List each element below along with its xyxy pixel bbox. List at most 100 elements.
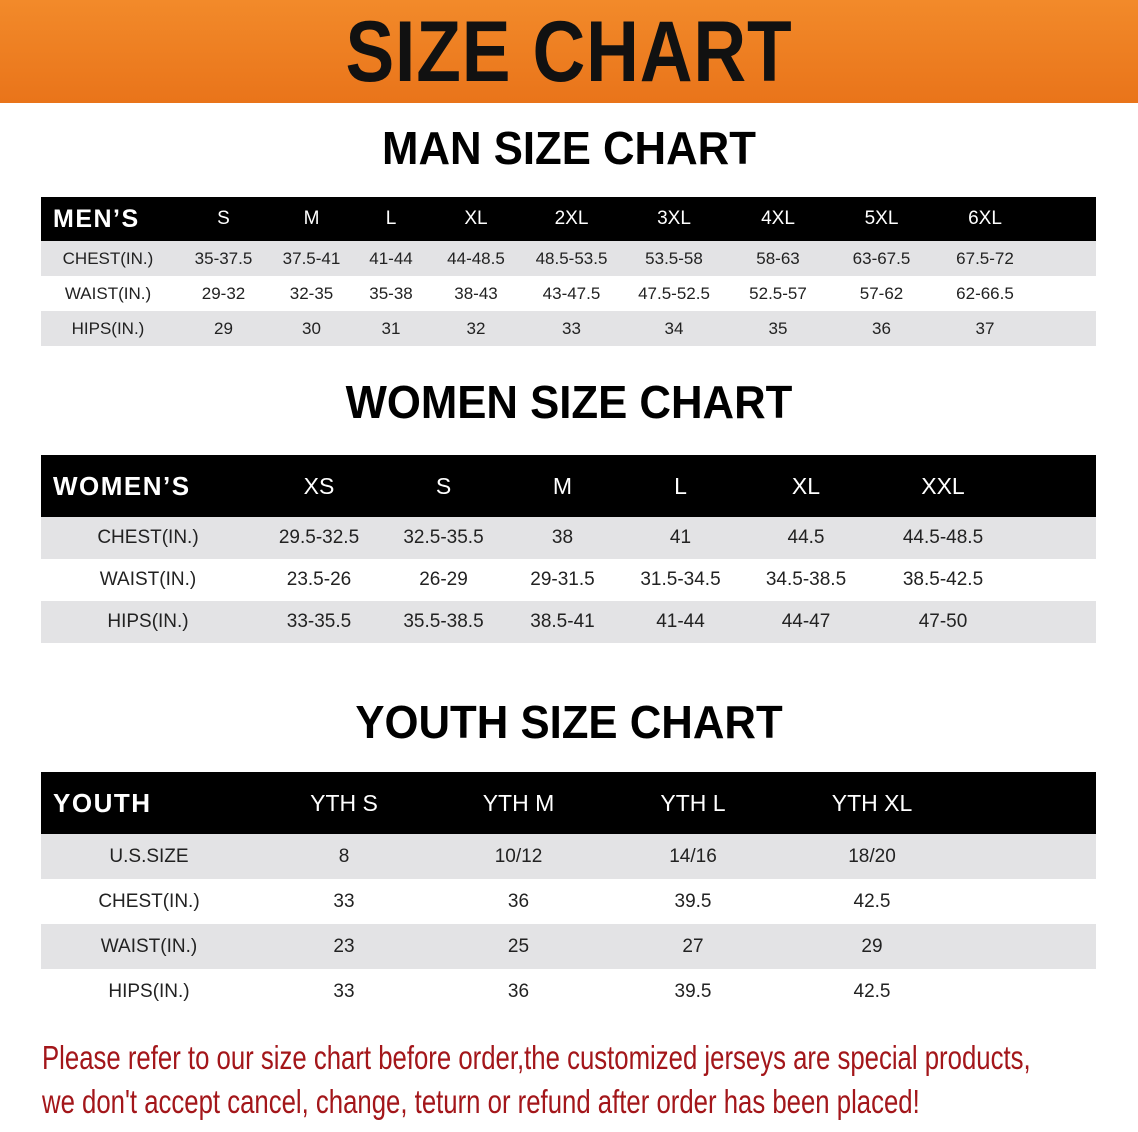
size-header: YTH XL xyxy=(780,772,964,834)
table-row: HIPS(IN.) 33-35.5 35.5-38.5 38.5-41 41-44 44-… xyxy=(41,601,1096,643)
women-size-table: WOMEN’S XS S M L XL XXL CHEST(IN.) 29.5-32.5 32.5… xyxy=(41,455,1096,643)
size-header: M xyxy=(272,197,351,241)
size-value: 63-67.5 xyxy=(830,241,933,276)
size-value: 35.5-38.5 xyxy=(383,601,504,643)
size-value: 57-62 xyxy=(830,276,933,311)
size-value: 23 xyxy=(257,924,431,969)
table-row: HIPS(IN.) 29 30 31 32 33 34 35 36 37 xyxy=(41,311,1096,346)
size-header: L xyxy=(621,455,740,517)
size-value: 32-35 xyxy=(272,276,351,311)
size-value: 25 xyxy=(431,924,606,969)
size-value: 23.5-26 xyxy=(255,559,383,601)
size-value: 44-48.5 xyxy=(431,241,521,276)
table-row: WAIST(IN.) 23 25 27 29 xyxy=(41,924,1096,969)
size-header: XS xyxy=(255,455,383,517)
size-value: 36 xyxy=(830,311,933,346)
size-value: 35-37.5 xyxy=(175,241,272,276)
size-value: 53.5-58 xyxy=(622,241,726,276)
size-value: 58-63 xyxy=(726,241,830,276)
size-value: 34.5-38.5 xyxy=(740,559,872,601)
men-section-title: MAN SIZE CHART xyxy=(382,122,756,174)
notice-line-1: Please refer to our size chart before or… xyxy=(42,1039,1031,1076)
table-row: WAIST(IN.) 29-32 32-35 35-38 38-43 43-47.5 47.… xyxy=(41,276,1096,311)
size-header: 2XL xyxy=(521,197,622,241)
size-value: 31 xyxy=(351,311,431,346)
table-row: CHEST(IN.) 33 36 39.5 42.5 xyxy=(41,879,1096,924)
size-value: 33-35.5 xyxy=(255,601,383,643)
size-header: YTH S xyxy=(257,772,431,834)
measurement-label: WAIST(IN.) xyxy=(41,559,255,601)
size-value: 29 xyxy=(780,924,964,969)
size-value: 18/20 xyxy=(780,834,964,879)
size-value: 10/12 xyxy=(431,834,606,879)
size-header: 3XL xyxy=(622,197,726,241)
youth-header-row: YOUTH YTH S YTH M YTH L YTH XL xyxy=(41,772,1096,834)
size-value: 30 xyxy=(272,311,351,346)
size-header: L xyxy=(351,197,431,241)
size-value: 41 xyxy=(621,517,740,559)
banner: SIZE CHART xyxy=(0,0,1138,103)
table-row: U.S.SIZE 8 10/12 14/16 18/20 xyxy=(41,834,1096,879)
size-value: 47.5-52.5 xyxy=(622,276,726,311)
men-header-row: MEN’S S M L XL 2XL 3XL 4XL 5XL 6XL xyxy=(41,197,1096,241)
size-value: 33 xyxy=(257,879,431,924)
row-filler xyxy=(1014,601,1096,643)
measurement-label: WAIST(IN.) xyxy=(41,276,175,311)
size-value: 29.5-32.5 xyxy=(255,517,383,559)
size-value: 38.5-42.5 xyxy=(872,559,1014,601)
measurement-label: U.S.SIZE xyxy=(41,834,257,879)
men-table-label: MEN’S xyxy=(41,197,175,241)
size-value: 35-38 xyxy=(351,276,431,311)
size-value: 35 xyxy=(726,311,830,346)
size-value: 32.5-35.5 xyxy=(383,517,504,559)
table-row: WAIST(IN.) 23.5-26 26-29 29-31.5 31.5-34.5 34… xyxy=(41,559,1096,601)
header-filler xyxy=(964,772,1096,834)
size-value: 52.5-57 xyxy=(726,276,830,311)
size-value: 29-31.5 xyxy=(504,559,621,601)
table-row: HIPS(IN.) 33 36 39.5 42.5 xyxy=(41,969,1096,1014)
size-header: XXL xyxy=(872,455,1014,517)
measurement-label: HIPS(IN.) xyxy=(41,311,175,346)
row-filler xyxy=(964,924,1096,969)
size-header: 6XL xyxy=(933,197,1037,241)
size-value: 27 xyxy=(606,924,780,969)
measurement-label: HIPS(IN.) xyxy=(41,969,257,1014)
row-filler xyxy=(1037,241,1096,276)
row-filler xyxy=(964,834,1096,879)
size-value: 41-44 xyxy=(621,601,740,643)
women-header-row: WOMEN’S XS S M L XL XXL xyxy=(41,455,1096,517)
size-header: YTH M xyxy=(431,772,606,834)
size-value: 44-47 xyxy=(740,601,872,643)
size-value: 38-43 xyxy=(431,276,521,311)
size-value: 37 xyxy=(933,311,1037,346)
measurement-label: CHEST(IN.) xyxy=(41,879,257,924)
size-header: YTH L xyxy=(606,772,780,834)
size-value: 48.5-53.5 xyxy=(521,241,622,276)
size-header: XL xyxy=(431,197,521,241)
women-table-label: WOMEN’S xyxy=(41,455,255,517)
header-filler xyxy=(1014,455,1096,517)
size-value: 42.5 xyxy=(780,969,964,1014)
measurement-label: HIPS(IN.) xyxy=(41,601,255,643)
row-filler xyxy=(1014,559,1096,601)
header-filler xyxy=(1037,197,1096,241)
size-value: 14/16 xyxy=(606,834,780,879)
size-header: S xyxy=(175,197,272,241)
size-value: 67.5-72 xyxy=(933,241,1037,276)
size-value: 47-50 xyxy=(872,601,1014,643)
measurement-label: CHEST(IN.) xyxy=(41,517,255,559)
table-row: CHEST(IN.) 29.5-32.5 32.5-35.5 38 41 44.5 44.5… xyxy=(41,517,1096,559)
size-value: 8 xyxy=(257,834,431,879)
size-value: 39.5 xyxy=(606,879,780,924)
table-row: CHEST(IN.) 35-37.5 37.5-41 41-44 44-48.5 48.5… xyxy=(41,241,1096,276)
size-header: 4XL xyxy=(726,197,830,241)
page-title: SIZE CHART xyxy=(345,4,793,100)
size-value: 33 xyxy=(521,311,622,346)
youth-size-table: YOUTH YTH S YTH M YTH L YTH XL U.S.SIZE 8 10/12… xyxy=(41,772,1096,1014)
size-value: 41-44 xyxy=(351,241,431,276)
size-value: 33 xyxy=(257,969,431,1014)
size-value: 39.5 xyxy=(606,969,780,1014)
size-value: 44.5 xyxy=(740,517,872,559)
size-value: 37.5-41 xyxy=(272,241,351,276)
measurement-label: CHEST(IN.) xyxy=(41,241,175,276)
